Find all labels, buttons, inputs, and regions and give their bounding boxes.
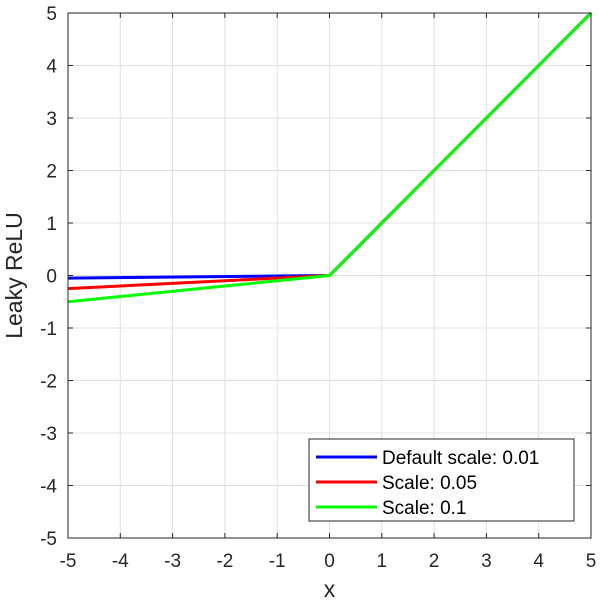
x-tick-label: -5 — [60, 551, 77, 572]
y-tick-label: -3 — [40, 424, 57, 445]
y-tick-label: 2 — [46, 162, 57, 183]
x-tick-label: 0 — [324, 551, 335, 572]
series-line-3 — [67, 11, 593, 304]
x-tick-label: 4 — [533, 551, 544, 572]
y-tick-label: 5 — [46, 4, 57, 25]
y-tick-label: 1 — [46, 214, 57, 235]
legend-label-1: Default scale: 0.01 — [382, 448, 539, 469]
legend-label-3: Scale: 0.1 — [382, 498, 467, 519]
x-axis-label: x — [324, 576, 336, 600]
x-tick-label: -4 — [112, 551, 129, 572]
x-tick-label: 5 — [586, 551, 597, 572]
y-tick-label: -1 — [40, 319, 57, 340]
x-tick-label: -2 — [216, 551, 233, 572]
x-tick-label: -1 — [269, 551, 286, 572]
y-tick-label: 3 — [46, 109, 57, 130]
x-tick-label: 1 — [377, 551, 388, 572]
y-tick-label: -5 — [40, 529, 57, 550]
y-tick-label: -4 — [40, 477, 57, 498]
y-axis-label: Leaky ReLU — [1, 212, 27, 339]
series-lines — [67, 11, 593, 304]
x-tick-label: -3 — [164, 551, 181, 572]
legend: Default scale: 0.01 Scale: 0.05 Scale: 0.1 — [308, 438, 575, 522]
x-tick-label: 3 — [481, 551, 492, 572]
y-tick-label: 0 — [46, 267, 57, 288]
y-tick-label: 4 — [46, 57, 57, 78]
legend-label-2: Scale: 0.05 — [382, 473, 477, 494]
x-tick-label: 2 — [429, 551, 440, 572]
y-tick-label: -2 — [40, 372, 57, 393]
tick-labels: -5 -4 -3 -2 -1 0 1 2 3 4 5 -5 -4 -3 -2 -1 0 1 2 3 4 5 — [40, 4, 596, 572]
